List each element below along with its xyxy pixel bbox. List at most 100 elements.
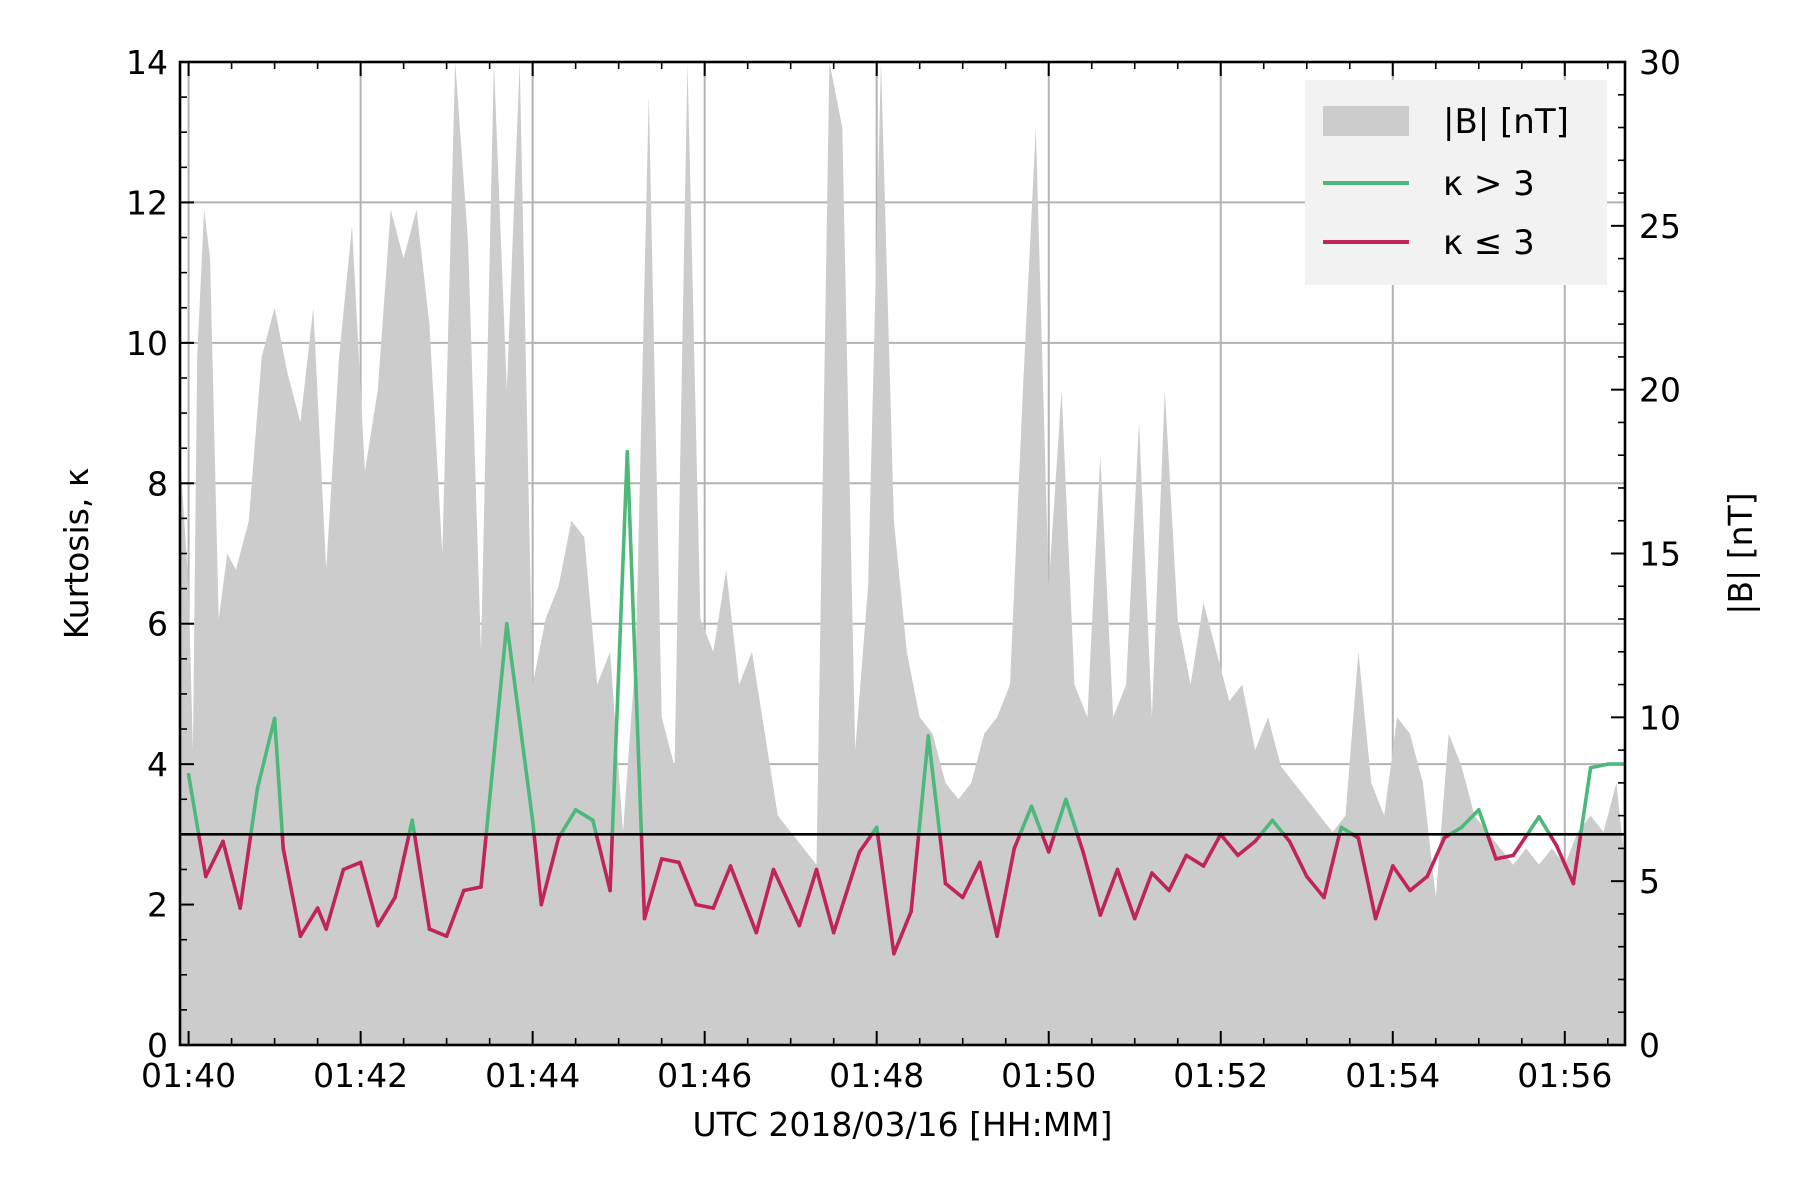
kurtosis-segment-low <box>909 832 921 914</box>
kurtosis-segment-low <box>814 867 836 935</box>
legend-label-high: κ > 3 <box>1443 164 1535 204</box>
kurtosis-segment-low <box>444 888 466 939</box>
kurtosis-segment-low <box>1494 853 1515 861</box>
kurtosis-segment-low <box>412 832 432 931</box>
kurtosis-segment-low <box>1150 871 1171 893</box>
kurtosis-segment-high <box>1052 797 1068 837</box>
kurtosis-segment-low <box>238 832 253 910</box>
kurtosis-segment-low <box>594 832 612 893</box>
kurtosis-segment-low <box>1408 874 1429 893</box>
x-tick-label: 01:44 <box>485 1056 580 1095</box>
kurtosis-segment-low <box>1201 832 1223 868</box>
x-axis-title: UTC 2018/03/16 [HH:MM] <box>692 1105 1112 1144</box>
kurtosis-segment-low <box>479 832 489 889</box>
kurtosis-segment-high <box>272 716 285 837</box>
field-magnitude-area-layer <box>180 62 1625 1045</box>
kurtosis-segment-high <box>530 818 536 837</box>
kurtosis-segment-low <box>728 864 759 935</box>
kurtosis-segment-low <box>1098 867 1120 917</box>
kurtosis-segment-high <box>926 734 942 837</box>
x-tick-label: 01:40 <box>141 1056 236 1095</box>
kurtosis-segment-high <box>1259 818 1275 837</box>
y-left-tick-label: 0 <box>147 1026 168 1065</box>
kurtosis-segment-low <box>1554 843 1576 886</box>
kurtosis-segment-high <box>410 818 417 837</box>
kurtosis-segment-low <box>375 895 397 928</box>
kurtosis-segment-low <box>1046 832 1057 854</box>
kurtosis-segment-low <box>1485 832 1498 861</box>
kurtosis-segment-low <box>539 836 561 907</box>
kurtosis-segment-low <box>995 846 1017 939</box>
kurtosis-segment-low <box>1040 832 1051 854</box>
y-right-tick-label: 15 <box>1639 535 1681 574</box>
kurtosis-segment-high <box>1537 814 1552 837</box>
y-left-tick-label: 4 <box>147 745 168 784</box>
x-tick-label: 01:46 <box>657 1056 752 1095</box>
kurtosis-segment-low <box>204 839 225 879</box>
kurtosis-segment-high <box>1018 804 1034 837</box>
kurtosis-segment-low <box>1081 850 1103 917</box>
x-tick-label: 01:56 <box>1517 1056 1612 1095</box>
kurtosis-segment-low <box>281 846 303 939</box>
kurtosis-segment-high <box>558 807 578 837</box>
y-left-tick-label: 12 <box>126 183 168 222</box>
y-left-axis-title: Kurtosis, κ <box>57 468 96 640</box>
x-tick-label: 01:52 <box>1173 1056 1268 1095</box>
kurtosis-segment-high <box>1064 797 1080 837</box>
kurtosis-segment-high <box>591 818 599 837</box>
y-right-tick-label: 30 <box>1639 43 1681 82</box>
kurtosis-segment-low <box>1425 836 1447 879</box>
kurtosis-segment-high <box>1588 762 1610 770</box>
legend-label-field: |B| [nT] <box>1443 102 1569 142</box>
kurtosis-segment-low <box>1391 864 1412 893</box>
kurtosis-segment-high <box>916 734 931 837</box>
kurtosis-segment-low <box>532 832 544 907</box>
kurtosis-segment-high <box>1029 804 1044 837</box>
kurtosis-segment-low <box>1547 832 1558 847</box>
kurtosis-line-layer <box>186 449 1625 956</box>
y-right-tick-label: 25 <box>1639 207 1681 246</box>
kurtosis-segment-low <box>694 902 716 910</box>
kurtosis-segment-low <box>341 860 363 872</box>
kurtosis-segment-low <box>677 860 698 907</box>
kurtosis-segment-low <box>1511 832 1530 858</box>
kurtosis-segment-low <box>1115 867 1137 921</box>
y-right-tick-label: 20 <box>1639 371 1681 410</box>
kurtosis-segment-low <box>1012 832 1022 851</box>
kurtosis-segment-low <box>754 867 776 935</box>
kurtosis-segment-low <box>771 867 802 928</box>
kurtosis-segment-low <box>857 832 874 854</box>
y-right-tick-label: 5 <box>1639 862 1660 901</box>
y-left-tick-label: 6 <box>147 605 168 644</box>
x-tick-label: 01:48 <box>829 1056 924 1095</box>
kurtosis-segment-low <box>1322 832 1342 900</box>
y-right-axis-title: |B| [nT] <box>1721 492 1760 614</box>
kurtosis-segment-low <box>196 832 208 879</box>
kurtosis-segment-high <box>1459 807 1481 830</box>
kurtosis-segment-low <box>298 906 320 939</box>
kurtosis-segment-low <box>892 909 913 956</box>
kurtosis-segment-low <box>937 832 948 886</box>
kurtosis-segment-low <box>797 867 819 928</box>
y-left-tick-label: 10 <box>126 324 168 363</box>
kurtosis-segment-low <box>221 839 242 910</box>
kurtosis-segment-low <box>1287 839 1309 879</box>
kurtosis-segment-low <box>1167 853 1189 893</box>
kurtosis-segment-high <box>1270 818 1286 837</box>
kurtosis-segment-low <box>427 927 449 939</box>
kurtosis-segment-low <box>1356 836 1378 921</box>
kurtosis-segment-low <box>711 864 733 910</box>
kurtosis-segment-low <box>642 857 664 921</box>
kurtosis-segment-high <box>255 716 277 791</box>
kurtosis-segment-high <box>1477 807 1490 837</box>
kurtosis-segment-high <box>1525 814 1541 837</box>
kurtosis-segment-low <box>875 832 896 956</box>
x-tick-label: 01:42 <box>313 1056 408 1095</box>
kurtosis-segment-low <box>1373 864 1395 921</box>
kurtosis-segment-low <box>324 867 346 931</box>
kurtosis-segment-low <box>831 850 862 935</box>
kurtosis-segment-high <box>186 772 201 837</box>
kurtosis-segment-low <box>1305 874 1326 900</box>
kurtosis-segment-low <box>1184 853 1206 868</box>
